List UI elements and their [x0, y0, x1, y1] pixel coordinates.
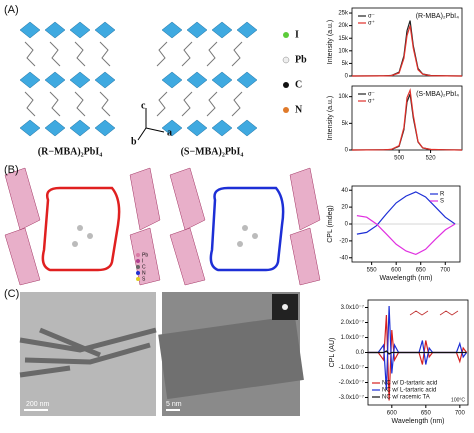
series-line	[368, 350, 467, 355]
legend-label: σ⁻	[368, 14, 375, 20]
series-line	[368, 305, 468, 391]
structure-caption: (R−MBA)₂PbI₄	[38, 146, 102, 157]
y-tick-label: 10k	[338, 48, 349, 54]
y-tick-label: 5k	[342, 61, 349, 67]
atom-legend: S	[142, 276, 146, 282]
x-axis-label: Wavelength (nm)	[379, 275, 432, 282]
axis-letter: b	[131, 136, 137, 147]
x-tick-label: 650	[416, 268, 427, 274]
plot-frame	[351, 85, 463, 151]
y-axis-label: Intensity (a.u.)	[327, 20, 334, 64]
chart-title: (R-MBA)₂PbI₄	[416, 13, 459, 20]
panel-b-art	[4, 167, 321, 286]
atom-legend: N	[295, 104, 303, 115]
panel-label: (B)	[4, 164, 19, 176]
structure-caption: (S−MBA)₂PbI₄	[181, 146, 244, 157]
y-tick-label: -1.0x10⁻⁷	[339, 364, 364, 371]
panel-label: (C)	[4, 288, 19, 300]
x-tick-label: 700	[455, 411, 466, 417]
y-tick-label: 0	[345, 148, 349, 154]
annotation: 100°C	[451, 397, 465, 403]
y-tick-label: 15k	[338, 36, 349, 42]
panel-c-art	[19, 292, 459, 416]
y-tick-label: 40	[341, 188, 348, 194]
atom-legend: C	[142, 264, 146, 270]
atom-legend: N	[142, 270, 146, 276]
series-line	[351, 25, 463, 77]
y-tick-label: 3.0x10⁻⁷	[341, 304, 364, 311]
x-tick-label: 600	[391, 268, 402, 274]
x-tick-label: 500	[394, 156, 405, 162]
y-axis-label: Intensity (a.u.)	[327, 96, 334, 140]
atom-legend: C	[295, 79, 302, 90]
y-tick-label: 5k	[342, 121, 349, 127]
y-tick-label: 1.0x10⁻⁷	[341, 334, 364, 341]
y-tick-label: 2.0x10⁻⁷	[341, 319, 364, 326]
panel-label: (A)	[4, 4, 19, 16]
y-tick-label: -40	[339, 255, 348, 261]
legend-label: σ⁺	[368, 20, 375, 27]
y-tick-label: 20	[341, 205, 348, 211]
atom-legend: I	[142, 258, 143, 264]
atom-legend: Pb	[142, 252, 148, 258]
scale-bar: 5 nm	[166, 401, 182, 408]
legend-label: R	[440, 192, 445, 198]
legend-label: NC w/ L-tartaric acid	[382, 388, 436, 394]
y-tick-label: -2.0x10⁻⁷	[339, 379, 364, 386]
y-tick-label: -3.0x10⁻⁷	[339, 394, 364, 401]
y-axis-label: CPL (mdeg)	[327, 205, 334, 242]
chart-title: (S-MBA)₂PbI₄	[416, 91, 459, 98]
plot-frame	[351, 7, 463, 77]
axis-letter: a	[167, 127, 172, 138]
y-tick-label: 0	[345, 222, 349, 228]
series-line	[351, 88, 463, 151]
y-tick-label: 10k	[338, 94, 349, 100]
legend-label: σ⁻	[368, 92, 375, 98]
x-tick-label: 520	[426, 156, 437, 162]
legend-label: S	[440, 199, 444, 205]
atom-legend: I	[295, 29, 299, 40]
legend-label: σ⁺	[368, 98, 375, 105]
y-tick-label: -20	[339, 238, 348, 244]
y-tick-label: 20k	[338, 23, 349, 29]
x-tick-label: 650	[421, 411, 432, 417]
x-tick-label: 600	[387, 411, 398, 417]
atom-legend: Pb	[295, 54, 307, 65]
panel-a-art	[19, 21, 290, 141]
x-tick-label: 700	[440, 268, 451, 274]
axis-letter: c	[141, 100, 146, 111]
y-tick-label: 0	[345, 74, 349, 80]
series-line	[351, 20, 463, 77]
series-line	[356, 191, 456, 235]
y-axis-label: CPL (AU)	[329, 338, 336, 368]
series-line	[356, 215, 456, 256]
y-tick-label: 25k	[338, 11, 349, 17]
legend-label: NC w/ racemic TA	[382, 395, 430, 401]
y-tick-label: 0.0	[356, 350, 365, 356]
legend-label: NC w/ D-tartaric acid	[382, 381, 437, 387]
x-tick-label: 550	[367, 268, 378, 274]
scale-bar: 200 nm	[26, 401, 50, 408]
x-axis-label: Wavelength (nm)	[391, 418, 444, 425]
